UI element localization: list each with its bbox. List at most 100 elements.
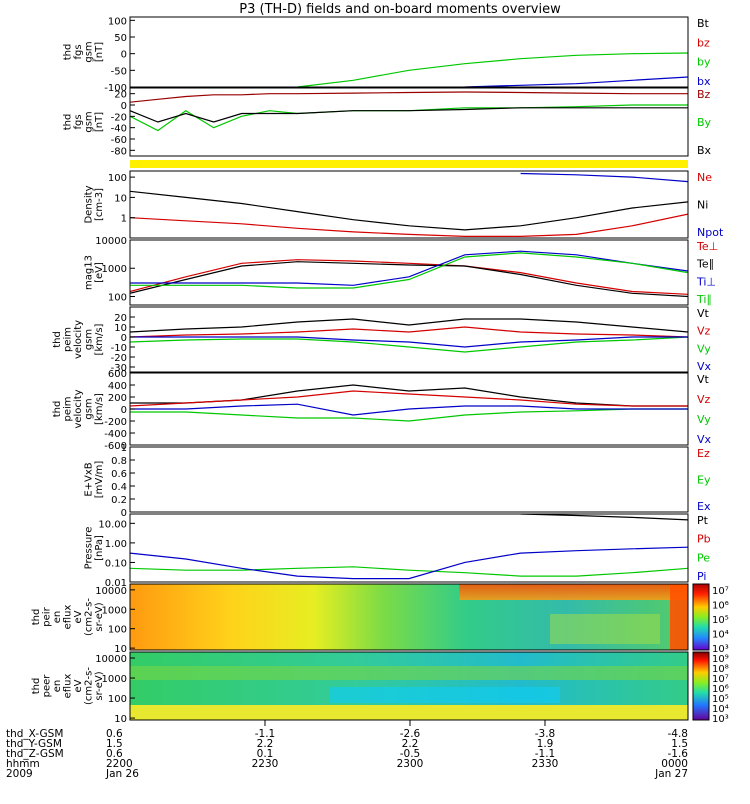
y-axis-label: thd fgs gsm [nT] (63, 111, 106, 132)
series-line-by (297, 52, 688, 87)
y-tick-label: -20 (111, 112, 127, 123)
y-axis-label-line: [nPa] (94, 535, 105, 561)
y-tick-label: -50 (111, 66, 127, 77)
y-tick-label: 0 (121, 508, 127, 519)
y-tick-label: 0 (121, 50, 127, 61)
footer-cell: -1.1 (535, 748, 556, 760)
y-axis-label-line: Density (84, 185, 95, 223)
series-line-Ni (130, 190, 688, 231)
ephemeris-footer: thd_X-GSMthd_Y-GSMthd_Z-GSMhhmm20090.61.… (6, 720, 688, 780)
legend-entry-Ti∥: Ti∥ (696, 293, 712, 306)
y-tick-label: 20 (114, 313, 127, 324)
y-axis-label-line: [mV/m] (94, 461, 105, 499)
y-axis-label: thd fgs gsm [nT] (63, 41, 106, 62)
legend-entry-By: By (697, 116, 712, 129)
footer-cell: -4.8 (668, 728, 689, 740)
y-axis-label-line: [eV] (94, 262, 105, 283)
legend-entry-Pi: Pi (697, 570, 706, 583)
series-line-Vz (130, 390, 688, 407)
footer-cell: -3.8 (535, 728, 556, 740)
y-axis-label-line: velocity (73, 389, 84, 428)
y-tick-label: 1000 (102, 674, 127, 685)
y-tick-label: 10000 (95, 586, 127, 597)
series-line-Npot (520, 172, 688, 183)
legend-entry-Pt: Pt (697, 514, 709, 527)
colorbar-tick-label: 10⁴ (712, 704, 729, 715)
y-tick-label: 0 (121, 405, 127, 416)
footer-row-label: hhmm (6, 758, 40, 770)
ion-spectrogram-hot-band (459, 584, 688, 600)
y-axis-label: Pressure [nPa] (84, 527, 106, 570)
y-axis-label-line: fgs (73, 44, 84, 59)
legend-entry-Vy: Vy (697, 413, 711, 426)
y-axis-label-line: velocity (73, 320, 84, 359)
footer-cell: 2.2 (402, 738, 419, 750)
legend-entry-by: by (697, 56, 711, 69)
y-axis-label-line: (cm2-s- (84, 598, 95, 636)
panel-e-field: 1 0.8 0.6 0.4 0.2 0 E+VxB [mV/m] Ez Ey Ex (84, 443, 711, 519)
y-tick-label: 100 (108, 694, 127, 705)
legend-entry-Bx: Bx (697, 144, 712, 157)
panel-frame (129, 372, 689, 446)
legend-entry-Ey: Ey (697, 474, 711, 487)
y-tick-label: -400 (104, 429, 127, 440)
footer-cell: 1.5 (671, 738, 688, 750)
electron-spectrogram-low-energy-band (130, 705, 688, 720)
legend-entry-Ne: Ne (697, 171, 712, 184)
legend-entry-Te∥: Te∥ (696, 258, 714, 271)
colorbar-tick-label: 10⁶ (712, 601, 729, 612)
panel-frame (129, 651, 689, 721)
y-axis-label-line: eflux (63, 674, 74, 699)
y-tick-label: -100 (104, 83, 127, 94)
legend-entry-Pe: Pe (697, 551, 710, 564)
y-tick-label: 1000 (102, 264, 127, 275)
footer-cell: 0.6 (106, 748, 123, 760)
y-axis-label-line: gsm (84, 111, 95, 132)
legend-entry-bz: bz (697, 36, 710, 49)
y-tick-label: 100 (108, 625, 127, 636)
y-tick-label: 1 (121, 214, 127, 225)
y-axis-label-line: [nT] (94, 112, 105, 132)
y-axis-label-line: peir (42, 606, 53, 626)
y-tick-label: 10 (114, 644, 127, 655)
y-tick-label: 0.10 (105, 558, 127, 569)
footer-cell: 2330 (532, 758, 559, 770)
y-axis-label-line: eV (73, 679, 84, 692)
series-line-Vx (130, 336, 688, 348)
ion-spectrogram-lowflux-patch (550, 614, 660, 644)
y-tick-label: 100 (108, 16, 127, 27)
panel-density: 100 10 1 Density [cm-3] Ne Ni Npot (84, 170, 724, 239)
y-axis-label-line: E+VxB (84, 462, 95, 496)
footer-cell: 2200 (106, 758, 133, 770)
legend-entry-Vt: Vt (697, 373, 710, 386)
y-axis-label: thd peir en eflux eV (cm2-s-sr-eV) (31, 598, 105, 636)
y-tick-label: -10 (111, 343, 127, 354)
y-axis-label-line: thd (52, 331, 63, 348)
footer-cell: 1.9 (537, 738, 554, 750)
series-line-Te∥ (130, 261, 688, 298)
colorbar (692, 651, 710, 721)
panel-frame (129, 446, 689, 513)
legend-entry-Bt: Bt (697, 17, 710, 30)
panel-frame (129, 16, 689, 88)
legend-entry-Bz: Bz (697, 88, 711, 101)
series-line-Te⊥ (130, 259, 688, 295)
panel-frame (129, 87, 689, 157)
colorbar-tick-label: 10⁹ (712, 654, 729, 665)
y-axis-label-line: thd (31, 609, 42, 626)
series-line-Vt (130, 318, 688, 333)
y-axis-label-line: thd (63, 114, 74, 131)
footer-cell: -2.6 (400, 728, 421, 740)
colorbar (692, 583, 710, 651)
y-tick-label: -40 (111, 124, 127, 135)
y-tick-label: 0.2 (111, 495, 127, 506)
panel-frame (129, 513, 689, 583)
legend-entry-Vy: Vy (697, 342, 711, 355)
footer-cell: -1.1 (255, 728, 276, 740)
series-line-Bz (130, 91, 688, 103)
y-tick-label: 100 (108, 292, 127, 303)
